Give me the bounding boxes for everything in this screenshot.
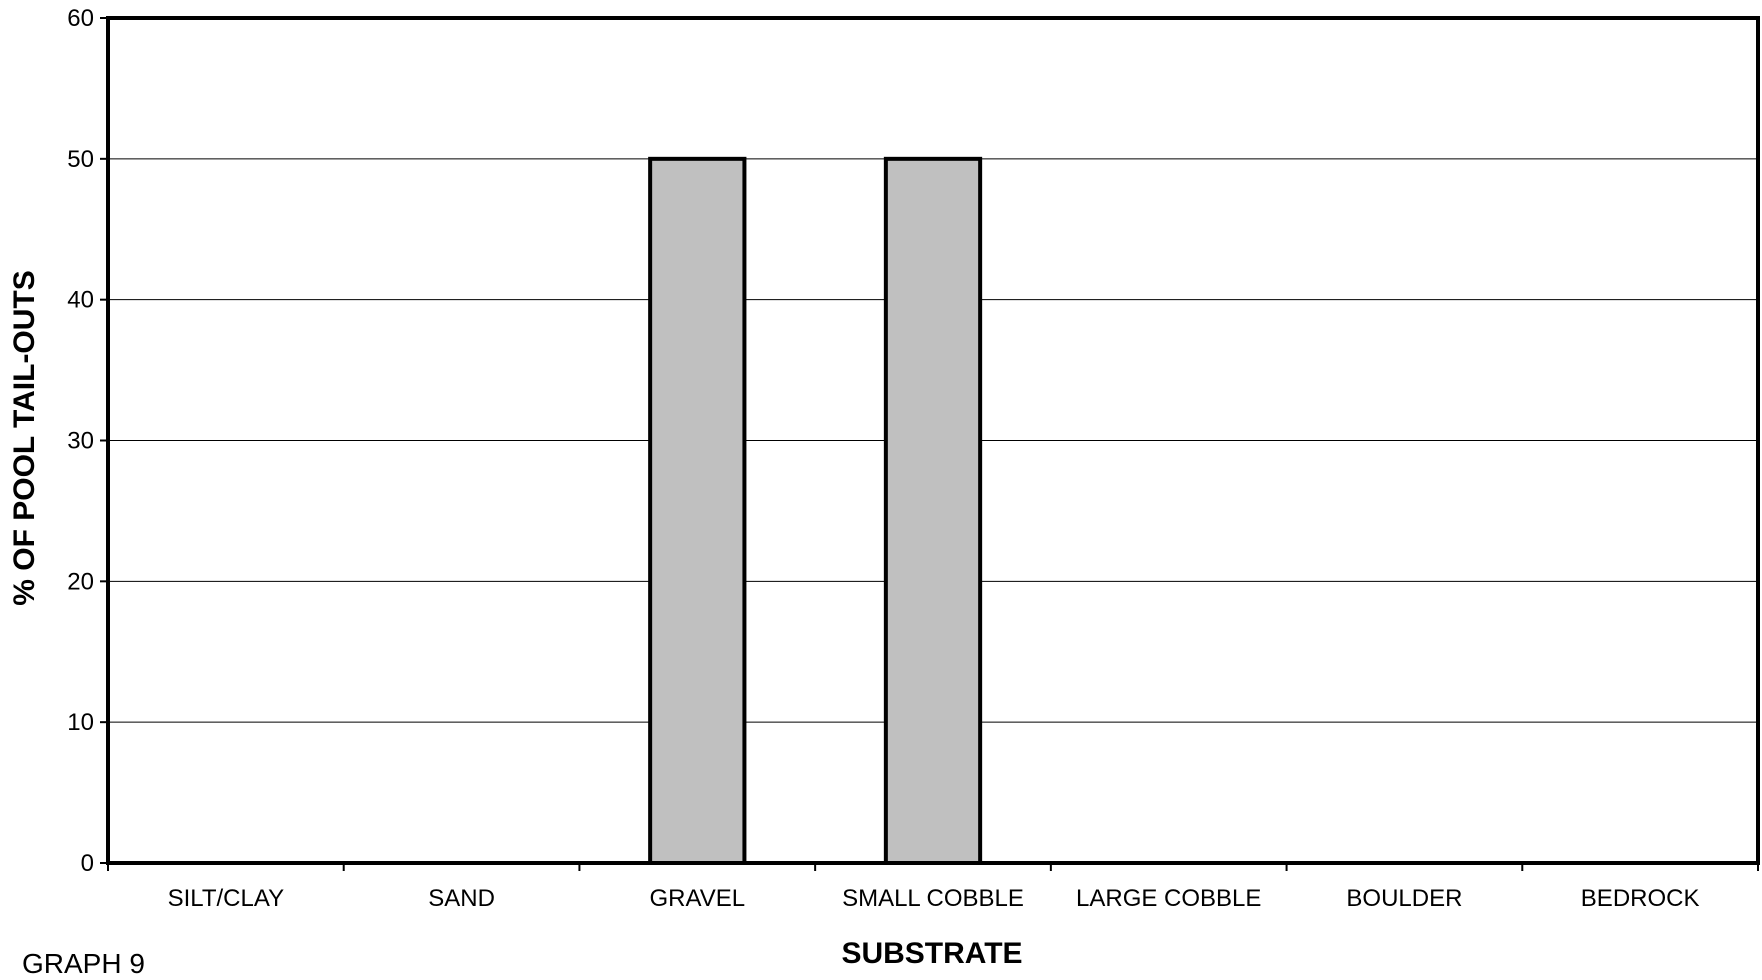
y-tick-label: 10 xyxy=(67,709,94,736)
y-tick-label: 20 xyxy=(67,568,94,595)
x-axis-ticks: SILT/CLAY SAND GRAVEL SMALL COBBLE LARGE COB… xyxy=(107,863,1759,912)
y-tick-label: 0 xyxy=(81,850,94,877)
x-tick-label: LARGE COBBLE xyxy=(1076,885,1261,912)
graph-caption: GRAPH 9 xyxy=(22,948,145,979)
y-tick-label: 60 xyxy=(67,5,94,32)
y-tick-label: 50 xyxy=(67,146,94,173)
y-axis-title: % OF POOL TAIL-OUTS xyxy=(8,270,41,606)
x-tick-label: GRAVEL xyxy=(649,885,745,912)
x-tick-label: BOULDER xyxy=(1346,885,1462,912)
x-axis-title: SUBSTRATE xyxy=(841,937,1022,966)
x-tick-label: SILT/CLAY xyxy=(168,885,284,912)
bar xyxy=(648,156,747,866)
bars xyxy=(648,156,983,866)
y-axis-ticks: 0 10 20 30 40 50 60 xyxy=(67,5,108,877)
bar xyxy=(883,156,983,866)
x-tick-label: SMALL COBBLE xyxy=(842,885,1024,912)
y-tick-label: 30 xyxy=(67,428,94,455)
x-tick-label: SAND xyxy=(428,885,495,912)
y-tick-label: 40 xyxy=(67,287,94,314)
x-tick-label: BEDROCK xyxy=(1581,885,1700,912)
